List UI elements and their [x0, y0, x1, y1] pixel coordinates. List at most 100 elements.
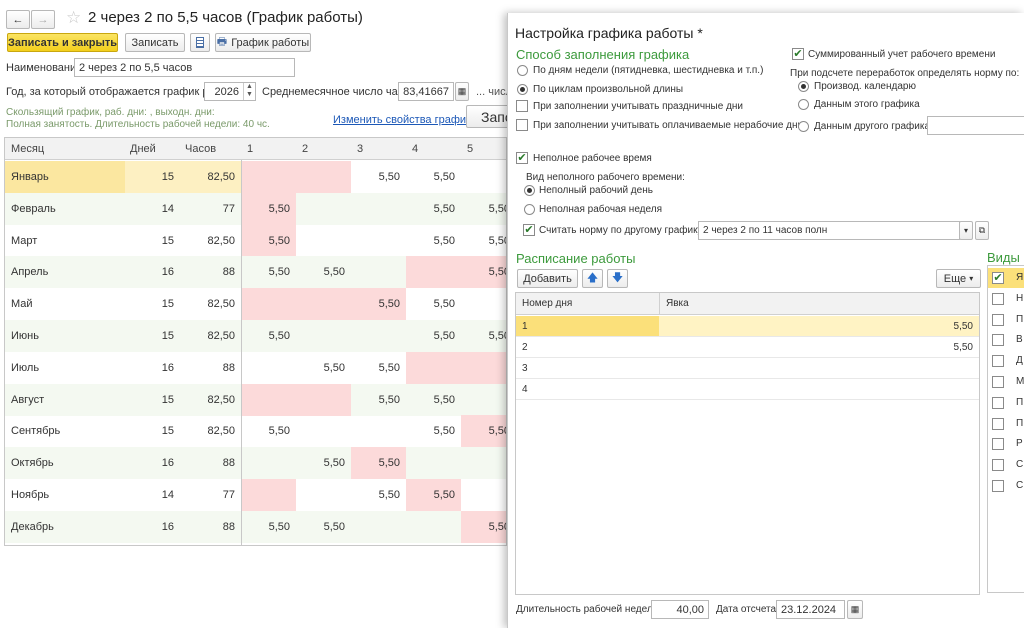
kind-checkbox[interactable]	[992, 417, 1004, 430]
favorite-star-icon[interactable]: ☆	[66, 8, 82, 27]
more-button[interactable]: Еще ▾	[936, 269, 981, 288]
schedule-description-2: Полная занятость. Длительность рабочей н…	[6, 119, 270, 130]
report-icon-button[interactable]	[190, 33, 210, 52]
table-row[interactable]: Декабрь 16 88 5,50 5,50 5,50	[5, 510, 506, 543]
table-row[interactable]: Апрель 16 88 5,50 5,50 5,50	[5, 256, 506, 289]
table-row[interactable]: Март 15 82,50 5,50 5,50 5,50	[5, 224, 506, 257]
col-day-3: 3	[357, 143, 364, 155]
work-schedule-button[interactable]: 🖶 График работы	[215, 33, 311, 52]
schedule-row[interactable]: 4	[516, 379, 979, 400]
kind-checkbox[interactable]	[992, 376, 1004, 388]
holidays-checkbox[interactable]	[516, 100, 528, 112]
ref-date-field[interactable]: 23.12.2024	[776, 600, 845, 619]
norm-other-open[interactable]: ⧉	[975, 221, 989, 240]
kind-checkbox[interactable]	[992, 459, 1004, 472]
back-button[interactable]: ←	[6, 10, 30, 29]
kind-row[interactable]: П	[988, 310, 1024, 330]
radio-part-week[interactable]	[524, 204, 535, 215]
col-day-1: 1	[247, 143, 254, 155]
kind-label: Я	[1016, 272, 1024, 283]
part-time-checkbox[interactable]: ✔	[516, 152, 528, 164]
days-cell: 16	[161, 457, 174, 470]
other-schedule-field[interactable]	[927, 116, 1024, 135]
table-row[interactable]: Июль 16 88 5,50 5,50	[5, 351, 506, 384]
schedule-row[interactable]: 1 5,50	[516, 316, 979, 337]
kinds-heading: Виды в	[987, 250, 1024, 265]
kind-checkbox[interactable]	[992, 292, 1004, 305]
radio-part-day-label: Неполный рабочий день	[539, 185, 653, 196]
month-cell: Июнь	[11, 330, 39, 342]
table-row[interactable]: Январь 15 82,50 5,50 5,50	[5, 161, 506, 193]
kind-checkbox[interactable]	[992, 438, 1004, 451]
kind-row[interactable]: П	[988, 414, 1024, 434]
table-row[interactable]: Февраль 14 77 5,50 5,50 5,50	[5, 192, 506, 225]
change-properties-link[interactable]: Изменить свойства графика...	[333, 114, 487, 126]
kind-row[interactable]: Д	[988, 351, 1024, 371]
schedule-header: Номер дня Явка	[516, 293, 979, 315]
grid-header: Месяц Дней Часов 1 2 3 4 5	[5, 138, 506, 160]
table-row[interactable]: Ноябрь 14 77 5,50 5,50	[5, 479, 506, 511]
summed-checkbox[interactable]: ✔	[792, 48, 804, 60]
norm-other-dropdown[interactable]: ▾	[959, 221, 973, 240]
day-cell: 5,50	[406, 479, 461, 511]
kind-row[interactable]: С	[988, 476, 1024, 496]
kind-checkbox[interactable]: ✔	[992, 272, 1004, 284]
radio-by-cycles[interactable]	[517, 84, 528, 95]
forward-button[interactable]: →	[31, 10, 55, 29]
chevron-down-icon: ▾	[969, 274, 974, 283]
kind-checkbox[interactable]	[992, 480, 1004, 492]
kind-checkbox[interactable]	[992, 355, 1004, 368]
nonwork-checkbox[interactable]	[516, 119, 528, 131]
save-and-close-button[interactable]: Записать и закрыть	[7, 33, 118, 52]
add-button[interactable]: Добавить	[517, 269, 578, 288]
kind-row[interactable]: М	[988, 372, 1024, 392]
table-row[interactable]: Октябрь 16 88 5,50 5,50	[5, 447, 506, 480]
table-row[interactable]: Май 15 82,50 5,50 5,50	[5, 288, 506, 321]
day-cell	[461, 288, 506, 320]
move-up-button[interactable]: 🡅	[582, 269, 603, 288]
fill-button[interactable]: Запо	[466, 105, 516, 128]
day-cell	[296, 415, 351, 447]
radio-prod-calendar[interactable]	[798, 81, 809, 92]
table-row[interactable]: Август 15 82,50 5,50 5,50	[5, 383, 506, 416]
radio-other-schedule[interactable]	[798, 121, 809, 132]
month-cell: Ноябрь	[11, 489, 50, 501]
kind-row[interactable]: В	[988, 330, 1024, 350]
norm-other-field[interactable]: 2 через 2 по 11 часов полн	[698, 221, 960, 240]
table-row[interactable]: Июнь 15 82,50 5,50 5,50 5,50	[5, 320, 506, 352]
kind-checkbox[interactable]	[992, 334, 1004, 347]
kind-row[interactable]: ✔ Я	[988, 268, 1024, 288]
days-cell: 15	[161, 425, 174, 438]
norm-other-checkbox[interactable]: ✔	[523, 224, 535, 236]
day-number: 3	[522, 363, 528, 374]
month-cell: Февраль	[11, 202, 56, 215]
week-length-field[interactable]: 40,00	[651, 600, 709, 619]
avg-hours-field[interactable]: 83,41667	[398, 82, 454, 101]
kind-row[interactable]: Р	[988, 434, 1024, 454]
day-cell	[296, 479, 351, 511]
table-row[interactable]: Сентябрь 15 82,50 5,50 5,50 5,50	[5, 415, 506, 448]
kind-checkbox[interactable]	[992, 313, 1004, 326]
schedule-row[interactable]: 2 5,50	[516, 337, 979, 358]
name-field[interactable]: 2 через 2 по 5,5 часов	[74, 58, 295, 77]
move-down-button[interactable]: 🡇	[607, 269, 628, 288]
radio-this-schedule[interactable]	[798, 99, 809, 110]
save-button[interactable]: Записать	[125, 33, 185, 52]
kind-row[interactable]: Н	[988, 289, 1024, 309]
day-number: 1	[516, 316, 659, 336]
page-title: 2 через 2 по 5,5 часов (График работы)	[88, 9, 363, 26]
calculator-icon[interactable]: ▦	[455, 82, 469, 101]
schedule-row[interactable]: 3	[516, 358, 979, 379]
calendar-icon[interactable]: ▦	[847, 600, 863, 619]
day-cell: 5,50	[433, 425, 455, 438]
day-cell	[241, 447, 296, 479]
kind-row[interactable]: С	[988, 455, 1024, 475]
radio-part-day[interactable]	[524, 185, 535, 196]
dialog-title: Настройка графика работы *	[515, 25, 703, 41]
kind-row[interactable]: П	[988, 393, 1024, 413]
radio-by-weekdays[interactable]	[517, 65, 528, 76]
day-cell: 5,50	[241, 192, 296, 225]
month-cell: Май	[11, 298, 33, 311]
year-stepper[interactable]: ▲ ▼	[243, 83, 255, 100]
kind-checkbox[interactable]	[992, 396, 1004, 409]
